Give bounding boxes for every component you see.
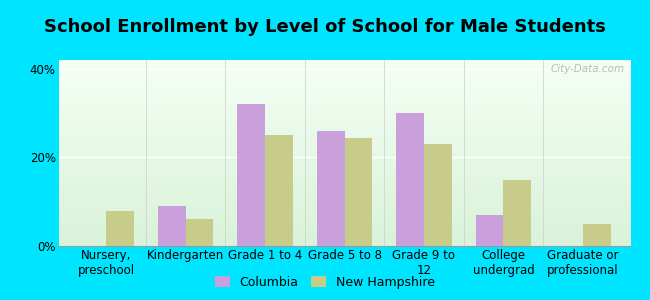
Text: School Enrollment by Level of School for Male Students: School Enrollment by Level of School for… [44,18,606,36]
Bar [317,131,345,246]
Bar [158,206,186,246]
Bar [583,224,610,246]
Bar [344,137,372,246]
Bar [424,144,452,246]
Text: City-Data.com: City-Data.com [551,64,625,74]
Bar [503,180,531,246]
Bar [186,219,213,246]
Bar [265,135,293,246]
Bar [396,113,424,246]
Legend: Columbia, New Hampshire: Columbia, New Hampshire [210,271,440,294]
Bar [476,215,503,246]
Bar [106,211,134,246]
Bar [237,104,265,246]
